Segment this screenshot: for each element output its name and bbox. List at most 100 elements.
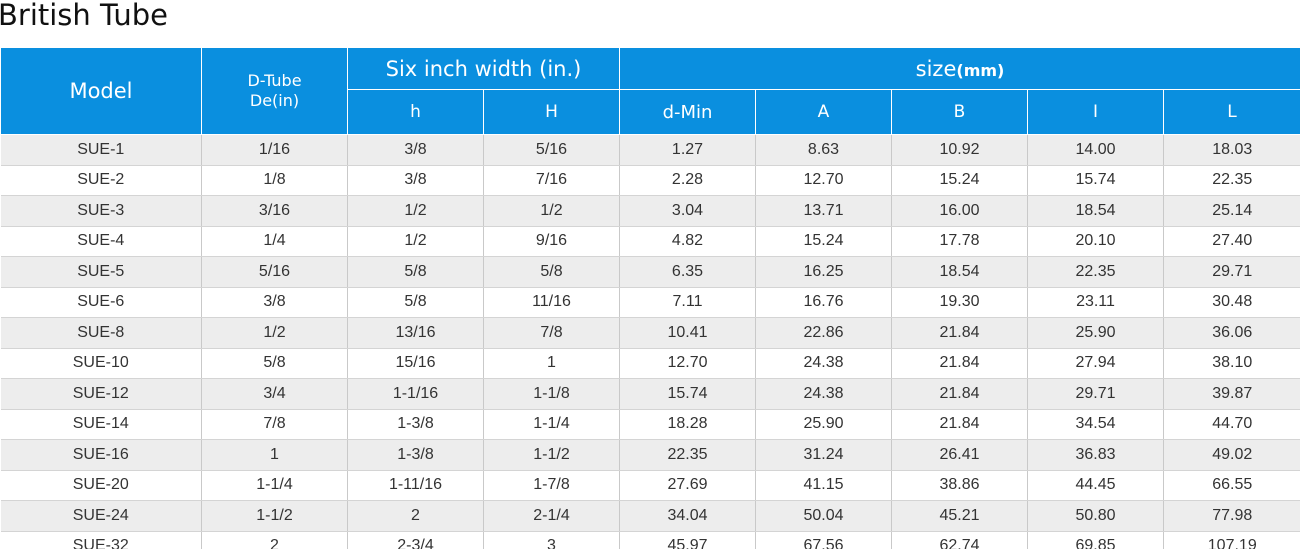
cell-a: 24.38 bbox=[755, 378, 892, 410]
cell-b: 19.30 bbox=[891, 287, 1028, 318]
cell-dmin: 2.28 bbox=[619, 165, 756, 196]
cell-H: 7/16 bbox=[483, 165, 620, 196]
cell-a: 25.90 bbox=[755, 409, 892, 440]
cell-h: 2-3/4 bbox=[347, 531, 484, 549]
cell-h: 1-3/8 bbox=[347, 439, 484, 471]
cell-a: 50.04 bbox=[755, 500, 892, 532]
cell-H: 7/8 bbox=[483, 317, 620, 349]
header-I: I bbox=[1027, 89, 1164, 135]
header-dmin: d-Min bbox=[619, 89, 756, 135]
cell-h: 3/8 bbox=[347, 165, 484, 196]
cell-dmin: 3.04 bbox=[619, 195, 756, 227]
cell-l: 49.02 bbox=[1163, 439, 1300, 471]
cell-model: SUE-2 bbox=[0, 165, 202, 196]
cell-H: 5/8 bbox=[483, 256, 620, 288]
cell-l: 22.35 bbox=[1163, 165, 1300, 196]
cell-b: 17.78 bbox=[891, 226, 1028, 257]
cell-model: SUE-16 bbox=[0, 439, 202, 471]
cell-i: 27.94 bbox=[1027, 348, 1164, 379]
cell-b: 15.24 bbox=[891, 165, 1028, 196]
cell-b: 10.92 bbox=[891, 134, 1028, 166]
cell-dtube: 1-1/2 bbox=[201, 500, 348, 532]
cell-dmin: 45.97 bbox=[619, 531, 756, 549]
header-model: Model bbox=[0, 47, 202, 135]
cell-H: 11/16 bbox=[483, 287, 620, 318]
cell-b: 21.84 bbox=[891, 378, 1028, 410]
cell-a: 16.76 bbox=[755, 287, 892, 318]
cell-model: SUE-4 bbox=[0, 226, 202, 257]
cell-dmin: 10.41 bbox=[619, 317, 756, 349]
table-row: SUE-20 1-1/4 1-11/16 1-7/8 27.69 41.15 38.86 44… bbox=[0, 470, 1300, 501]
table-row: SUE-3 3/16 1/2 1/2 3.04 13.71 16.00 18.54 25.14 bbox=[0, 195, 1300, 227]
cell-l: 25.14 bbox=[1163, 195, 1300, 227]
cell-dtube: 2 bbox=[201, 531, 348, 549]
cell-i: 25.90 bbox=[1027, 317, 1164, 349]
cell-H: 1 bbox=[483, 348, 620, 379]
cell-b: 38.86 bbox=[891, 470, 1028, 501]
cell-b: 18.54 bbox=[891, 256, 1028, 288]
cell-a: 67.56 bbox=[755, 531, 892, 549]
table-row: SUE-14 7/8 1-3/8 1-1/4 18.28 25.90 21.84 34.54 4… bbox=[0, 409, 1300, 440]
cell-dtube: 3/8 bbox=[201, 287, 348, 318]
cell-h: 13/16 bbox=[347, 317, 484, 349]
cell-b: 16.00 bbox=[891, 195, 1028, 227]
cell-H: 5/16 bbox=[483, 134, 620, 166]
cell-h: 15/16 bbox=[347, 348, 484, 379]
cell-l: 29.71 bbox=[1163, 256, 1300, 288]
table-body: SUE-1 1/16 3/8 5/16 1.27 8.63 10.92 14.00 18.03 S… bbox=[0, 134, 1300, 549]
cell-l: 30.48 bbox=[1163, 287, 1300, 318]
cell-dmin: 4.82 bbox=[619, 226, 756, 257]
cell-H: 2-1/4 bbox=[483, 500, 620, 532]
cell-h: 3/8 bbox=[347, 134, 484, 166]
cell-dmin: 27.69 bbox=[619, 470, 756, 501]
cell-H: 9/16 bbox=[483, 226, 620, 257]
cell-dmin: 15.74 bbox=[619, 378, 756, 410]
cell-dtube: 3/16 bbox=[201, 195, 348, 227]
cell-dtube: 5/8 bbox=[201, 348, 348, 379]
cell-l: 39.87 bbox=[1163, 378, 1300, 410]
cell-model: SUE-10 bbox=[0, 348, 202, 379]
cell-i: 50.80 bbox=[1027, 500, 1164, 532]
cell-dtube: 1-1/4 bbox=[201, 470, 348, 501]
cell-a: 31.24 bbox=[755, 439, 892, 471]
header-six-inch-width: Six inch width (in.) bbox=[347, 47, 620, 90]
header-dtube: D-Tube De(in) bbox=[201, 47, 348, 135]
cell-l: 66.55 bbox=[1163, 470, 1300, 501]
header-L: L bbox=[1163, 89, 1300, 135]
cell-model: SUE-32 bbox=[0, 531, 202, 549]
cell-model: SUE-12 bbox=[0, 378, 202, 410]
cell-dmin: 22.35 bbox=[619, 439, 756, 471]
table-row: SUE-8 1/2 13/16 7/8 10.41 22.86 21.84 25.90 36.0… bbox=[0, 317, 1300, 349]
cell-H: 3 bbox=[483, 531, 620, 549]
cell-l: 18.03 bbox=[1163, 134, 1300, 166]
cell-h: 1/2 bbox=[347, 195, 484, 227]
table-row: SUE-16 1 1-3/8 1-1/2 22.35 31.24 26.41 36.83 49.… bbox=[0, 439, 1300, 471]
cell-a: 15.24 bbox=[755, 226, 892, 257]
table-row: SUE-24 1-1/2 2 2-1/4 34.04 50.04 45.21 50.80 77.… bbox=[0, 500, 1300, 532]
cell-model: SUE-5 bbox=[0, 256, 202, 288]
cell-i: 34.54 bbox=[1027, 409, 1164, 440]
header-size-label: size bbox=[915, 56, 957, 81]
cell-l: 27.40 bbox=[1163, 226, 1300, 257]
cell-model: SUE-8 bbox=[0, 317, 202, 349]
cell-dmin: 12.70 bbox=[619, 348, 756, 379]
cell-b: 62.74 bbox=[891, 531, 1028, 549]
header-dtube-line2: De(in) bbox=[249, 91, 300, 110]
cell-dtube: 3/4 bbox=[201, 378, 348, 410]
cell-model: SUE-6 bbox=[0, 287, 202, 318]
header-A: A bbox=[755, 89, 892, 135]
cell-l: 36.06 bbox=[1163, 317, 1300, 349]
header-size-unit: (mm) bbox=[956, 60, 1005, 80]
cell-b: 26.41 bbox=[891, 439, 1028, 471]
cell-i: 36.83 bbox=[1027, 439, 1164, 471]
cell-h: 5/8 bbox=[347, 256, 484, 288]
cell-dmin: 18.28 bbox=[619, 409, 756, 440]
table-row: SUE-32 2 2-3/4 3 45.97 67.56 62.74 69.85 107.19 bbox=[0, 531, 1300, 549]
page-title: British Tube bbox=[0, 0, 168, 32]
cell-H: 1/2 bbox=[483, 195, 620, 227]
cell-i: 29.71 bbox=[1027, 378, 1164, 410]
header-B: B bbox=[891, 89, 1028, 135]
cell-dtube: 1/16 bbox=[201, 134, 348, 166]
cell-h: 1/2 bbox=[347, 226, 484, 257]
